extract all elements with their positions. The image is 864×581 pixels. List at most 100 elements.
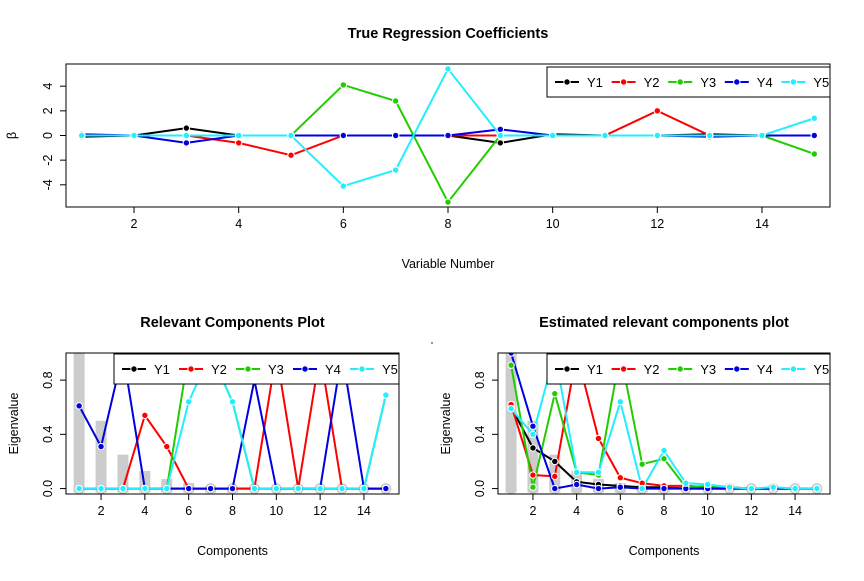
legend-swatch-point: [733, 78, 741, 86]
x-tick-label: 2: [98, 504, 105, 518]
legend-swatch-point: [619, 365, 628, 373]
data-point-y5: [703, 480, 712, 489]
legend-label: Y3: [268, 362, 284, 377]
x-tick-label: 2: [131, 217, 138, 231]
legend-swatch-point: [789, 365, 798, 373]
data-point-y4: [444, 131, 452, 140]
x-tick-label: 14: [755, 217, 769, 231]
data-point-y4: [75, 402, 83, 410]
x-tick-label: 6: [340, 217, 347, 231]
data-point-y5: [529, 430, 537, 439]
legend: Y1 Y2 Y3 Y4 Y5: [546, 66, 831, 98]
y-tick-label: 0.8: [41, 371, 55, 388]
series-group: [77, 65, 819, 206]
data-point-y2: [234, 139, 243, 147]
x-tick-label: 4: [235, 217, 242, 231]
chart-panel-1: True Regression Coefficients 2 4 6 8 10 12 14 -4…: [5, 26, 831, 271]
data-point-y5: [339, 182, 348, 190]
stray-dot: [431, 342, 433, 344]
legend: Y1 Y2 Y3 Y4 Y5: [546, 353, 831, 385]
data-point-y5: [660, 446, 668, 455]
legend-label: Y2: [644, 75, 660, 90]
data-point-y4: [382, 484, 390, 493]
data-point-y4: [551, 484, 559, 493]
data-point-y5: [791, 484, 799, 493]
data-point-y1: [182, 124, 191, 132]
data-point-y4: [810, 131, 819, 140]
x-axis-label: Components: [629, 544, 700, 558]
y-tick-label: -2: [41, 155, 55, 166]
data-point-y3: [507, 361, 515, 369]
legend-swatch-point: [187, 365, 195, 373]
legend-label: Y1: [587, 75, 603, 90]
x-tick-label: 8: [445, 217, 452, 231]
y-tick-label: 0: [41, 132, 55, 139]
variance-bar: [73, 353, 85, 493]
legend-label: Y3: [700, 75, 716, 90]
legend-swatch-point: [301, 365, 309, 373]
data-point-y2: [141, 411, 149, 420]
data-point-y5: [594, 468, 603, 477]
data-point-y5: [228, 398, 237, 406]
data-point-y5: [360, 484, 368, 493]
x-tick-label: 6: [185, 504, 192, 518]
legend-swatch-point: [619, 78, 628, 86]
data-point-y4: [228, 484, 237, 493]
chart-panel-3: Estimated relevant components plot 2 4 6 8 10…: [439, 315, 831, 558]
data-point-y5: [316, 484, 324, 493]
legend-swatch-point: [130, 365, 138, 373]
data-point-y5: [77, 131, 86, 140]
data-point-y3: [339, 81, 348, 89]
data-point-y3: [551, 389, 559, 398]
chart-title: Relevant Components Plot: [140, 315, 325, 331]
data-point-y1: [529, 444, 537, 452]
data-point-y4: [616, 483, 625, 491]
x-tick-label: 10: [701, 504, 715, 518]
data-point-y2: [551, 472, 559, 481]
x-tick-label: 2: [529, 504, 536, 518]
data-point-y5: [747, 484, 756, 493]
x-axis-label: Components: [197, 544, 268, 558]
data-point-y5: [294, 484, 302, 493]
data-point-y2: [653, 107, 662, 115]
data-point-y5: [391, 166, 400, 174]
data-point-y3: [444, 198, 452, 206]
data-point-y3: [638, 460, 646, 468]
data-point-y5: [182, 131, 191, 140]
x-tick-label: 12: [313, 504, 327, 518]
variance-bar: [505, 353, 517, 493]
legend-label: Y3: [700, 362, 716, 377]
data-point-y4: [572, 480, 581, 489]
data-point-y5: [184, 398, 193, 406]
data-point-y5: [601, 131, 609, 140]
data-point-y5: [810, 114, 819, 122]
data-point-y5: [119, 484, 127, 493]
legend-label: Y2: [211, 362, 227, 377]
data-point-y5: [653, 131, 662, 140]
data-point-y4: [182, 139, 191, 147]
series-line-y3: [81, 83, 815, 204]
x-tick-label: 8: [229, 504, 236, 518]
data-point-y4: [507, 353, 515, 357]
x-tick-label: 12: [744, 504, 758, 518]
legend-label: Y4: [757, 362, 773, 377]
data-point-y4: [206, 484, 215, 493]
data-point-y1: [551, 457, 559, 466]
legend-swatch-point: [563, 78, 571, 86]
x-axis-label: Variable Number: [402, 257, 495, 271]
data-point-y5: [163, 484, 171, 493]
series-group: [507, 353, 821, 493]
data-point-y5: [548, 131, 557, 140]
legend-label: Y5: [813, 362, 829, 377]
chart-title: True Regression Coefficients: [348, 26, 549, 42]
data-point-y4: [391, 131, 400, 140]
y-tick-label: 0.8: [473, 371, 487, 388]
data-point-y5: [507, 404, 515, 413]
variance-bar: [95, 420, 107, 493]
data-point-y5: [813, 484, 821, 493]
data-point-y4: [97, 442, 105, 451]
legend-label: Y1: [587, 362, 603, 377]
data-point-y3: [391, 97, 400, 105]
series-group: [75, 353, 390, 493]
